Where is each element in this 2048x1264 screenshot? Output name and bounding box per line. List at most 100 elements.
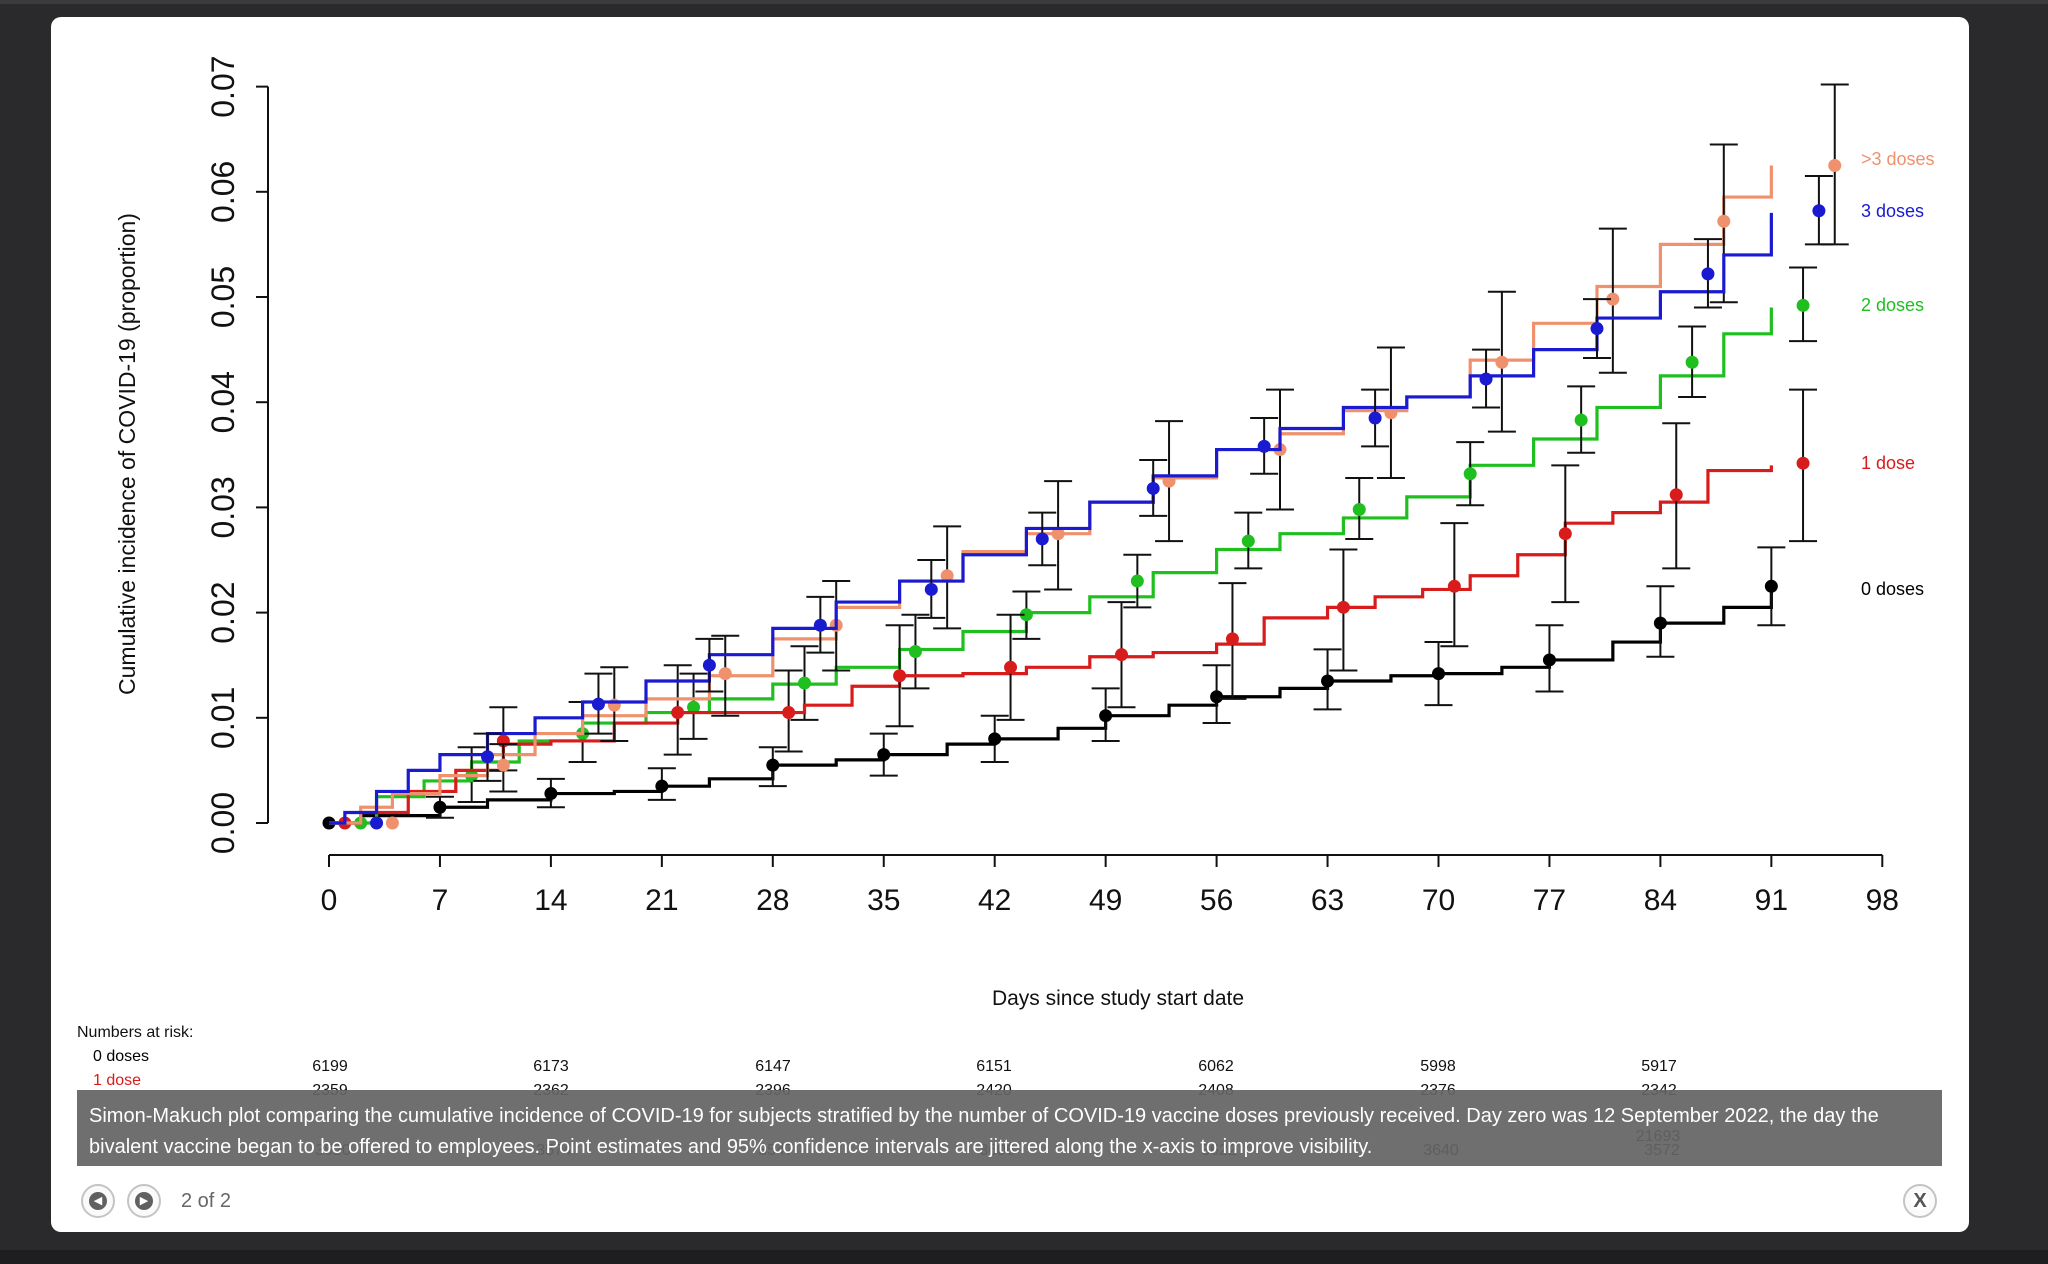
y-tick-label: 0.04 <box>205 371 241 433</box>
step-curve-0-doses <box>329 591 1773 825</box>
x-tick-label: 98 <box>1866 884 1899 917</box>
point-estimate <box>1447 579 1461 593</box>
browser-top-strip <box>0 0 2048 4</box>
x-tick-label: 63 <box>1311 884 1344 917</box>
point-estimate <box>924 582 938 596</box>
point-estimate <box>496 758 510 772</box>
x-tick-label: 7 <box>432 884 449 917</box>
step-curve-1-dose <box>329 465 1773 825</box>
risk-value: 5917 <box>1641 1058 1677 1075</box>
risk-value: 6151 <box>976 1058 1012 1075</box>
point-estimate <box>718 667 732 681</box>
x-tick-label: 28 <box>756 884 789 917</box>
x-tick-label: 84 <box>1644 884 1677 917</box>
x-tick-label: 56 <box>1200 884 1233 917</box>
point-estimate <box>1099 709 1113 723</box>
x-tick-label: 91 <box>1755 884 1788 917</box>
point-estimate <box>591 697 605 711</box>
x-tick-label: 77 <box>1533 884 1566 917</box>
point-estimate <box>798 676 811 690</box>
x-axis-label: Days since study start date <box>992 987 1244 1010</box>
point-estimate <box>1352 503 1366 517</box>
point-estimate <box>1542 653 1556 667</box>
point-estimate <box>687 700 701 714</box>
point-estimate <box>1162 474 1176 488</box>
image-caption: Simon-Makuch plot comparing the cumulati… <box>77 1090 1942 1166</box>
point-estimate <box>1115 648 1128 662</box>
point-estimate <box>1384 406 1398 420</box>
point-estimate <box>1257 439 1271 453</box>
close-icon: X <box>1911 1191 1929 1211</box>
y-axis-label: Cumulative incidence of COVID-19 (propor… <box>114 213 140 695</box>
y-tick-label: 0.03 <box>205 476 241 538</box>
series-2-doses: 2 doses <box>329 266 1924 830</box>
risk-value: 6062 <box>1198 1058 1234 1075</box>
arrow-right-icon: ▶ <box>135 1192 153 1210</box>
point-estimate <box>988 732 1002 746</box>
point-estimate <box>1796 298 1810 312</box>
point-estimate <box>1051 527 1065 541</box>
point-estimate <box>1812 204 1826 218</box>
point-estimate <box>1653 616 1667 630</box>
point-estimate <box>1558 527 1572 541</box>
point-estimate <box>1590 322 1604 336</box>
series-label-3-doses: 3 doses <box>1861 201 1924 221</box>
point-estimate <box>481 750 494 764</box>
x-tick-label: 14 <box>534 884 567 917</box>
step-curve-gt3-doses <box>329 165 1773 825</box>
y-tick-label: 0.00 <box>205 792 241 854</box>
point-estimate <box>1685 355 1699 369</box>
point-estimate <box>766 758 780 772</box>
arrow-left-icon: ◀ <box>89 1192 107 1210</box>
x-tick-label: 49 <box>1089 884 1122 917</box>
risk-row-label: 1 dose <box>93 1072 141 1089</box>
point-estimate <box>893 669 907 683</box>
point-estimate <box>1146 481 1160 495</box>
series-0-doses: 0 doses <box>322 546 1924 830</box>
point-estimate <box>940 569 954 583</box>
image-lightbox: 0.00 0.01 0.02 0.03 0.04 0.05 0.06 0.07 0 7 14 21 28… <box>51 17 1969 1232</box>
chart-text: Cumulative incidence of COVID-19 (propor… <box>114 213 1244 1010</box>
point-estimate <box>1241 534 1255 548</box>
point-estimate <box>433 800 447 814</box>
next-button[interactable]: ▶ <box>127 1184 161 1218</box>
x-tick-label: 21 <box>645 884 678 917</box>
series-label-1-dose: 1 dose <box>1861 453 1915 473</box>
close-button[interactable]: X <box>1903 1184 1937 1218</box>
lightbox-navigation: ◀ ▶ 2 of 2 X <box>51 1167 1969 1227</box>
point-estimate <box>1321 674 1335 688</box>
point-estimate <box>1368 411 1382 425</box>
point-estimate <box>908 645 922 659</box>
previous-button[interactable]: ◀ <box>81 1184 115 1218</box>
point-estimate <box>1019 608 1033 622</box>
point-estimate <box>1004 660 1018 674</box>
y-tick-label: 0.01 <box>205 687 241 749</box>
point-estimate <box>1035 532 1049 546</box>
step-curve-3-doses <box>329 212 1773 825</box>
point-estimate <box>1796 456 1810 470</box>
point-estimate <box>1432 667 1445 681</box>
series-label-0-doses: 0 doses <box>1861 579 1924 599</box>
point-estimate <box>877 748 891 762</box>
point-estimate <box>385 816 399 830</box>
y-tick-label: 0.02 <box>205 581 241 643</box>
point-estimate <box>1574 413 1588 427</box>
page-counter: 2 of 2 <box>181 1190 232 1212</box>
point-estimate <box>370 816 384 830</box>
point-estimate <box>1336 600 1350 614</box>
x-tick-label: 35 <box>867 884 900 917</box>
risk-value: 6173 <box>533 1058 569 1075</box>
chart-axes: 0.00 0.01 0.02 0.03 0.04 0.05 0.06 0.07 0 7 14 21 28… <box>205 55 1899 917</box>
x-tick-label: 70 <box>1422 884 1455 917</box>
point-estimate <box>1669 488 1683 502</box>
taskbar <box>0 1250 2048 1264</box>
y-tick-label: 0.05 <box>205 266 241 328</box>
point-estimate <box>1225 632 1239 646</box>
point-estimate <box>1717 214 1731 228</box>
incidence-chart: 0.00 0.01 0.02 0.03 0.04 0.05 0.06 0.07 0 7 14 21 28… <box>77 55 1935 1159</box>
point-estimate <box>671 706 685 720</box>
series-1-dose: 1 dose <box>329 388 1915 830</box>
risk-value: 6147 <box>755 1058 791 1075</box>
point-estimate <box>1701 267 1715 281</box>
series-label-gt3-doses: >3 doses <box>1861 149 1935 169</box>
